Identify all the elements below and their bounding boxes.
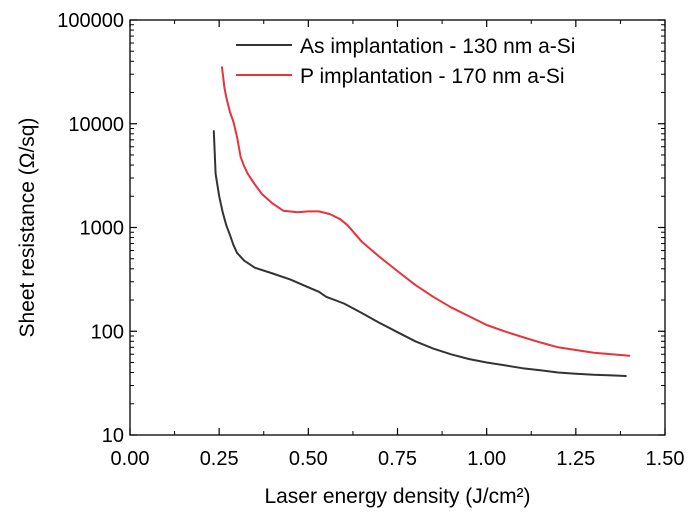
x-tick-label: 0.00: [111, 448, 150, 470]
x-tick-label: 0.50: [289, 448, 328, 470]
x-tick-label: 1.50: [646, 448, 685, 470]
y-axis-ticks: 10 100 1000 10000 100000: [57, 10, 665, 447]
x-tick-label: 0.25: [200, 448, 239, 470]
series-line-2: [221, 66, 631, 357]
x-tick-label: 1.00: [467, 448, 506, 470]
y-tick-label: 1000: [80, 218, 125, 240]
y-axis-title: Sheet resistance (Ω/sq): [16, 118, 39, 338]
y-tick-label: 10000: [68, 114, 124, 136]
series-line-1: [212, 130, 627, 377]
y-tick-label: 100000: [57, 10, 124, 32]
legend-label-1: As implantation - 130 nm a-Si: [300, 35, 575, 58]
y-tick-label: 100: [91, 321, 124, 343]
x-axis-title: Laser energy density (J/cm²): [264, 485, 530, 508]
x-tick-label: 1.25: [556, 448, 595, 470]
x-axis-ticks: 0.00 0.25 0.50 0.75 1.00 1.25 1.50: [111, 20, 685, 470]
legend: As implantation - 130 nm a-Si P implantat…: [236, 35, 575, 88]
series-layer: [212, 66, 631, 377]
y-tick-label: 10: [102, 425, 124, 447]
legend-label-2: P implantation - 170 nm a-Si: [300, 65, 565, 88]
x-tick-label: 0.75: [378, 448, 417, 470]
